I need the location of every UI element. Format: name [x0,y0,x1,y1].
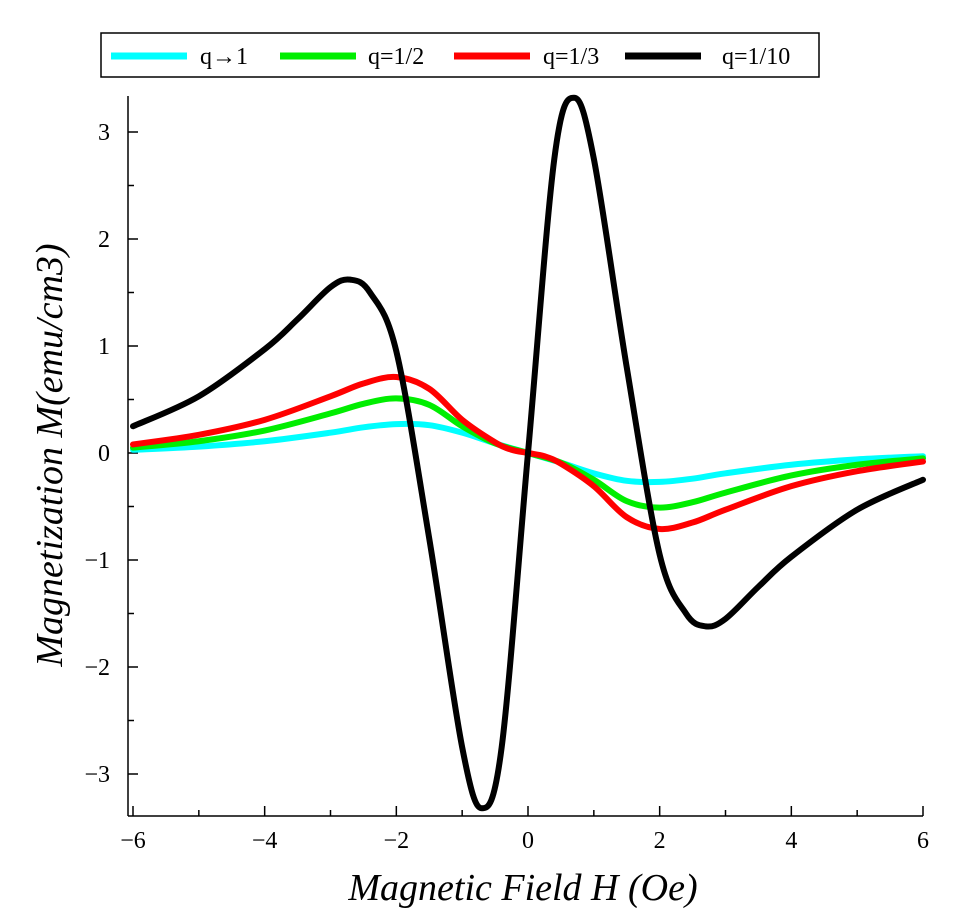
legend: q→1 q=1/2 q=1/3 q=1/10 [100,32,820,78]
x-tick-label: −2 [384,828,410,854]
y-tick-label: 2 [98,227,110,253]
x-tick-label: 0 [522,828,534,854]
x-tick-label: −6 [120,828,146,854]
y-tick-label: 1 [98,334,110,360]
axes: −6 −4 −2 0 2 4 6 −3 −2 −1 0 1 2 3 [84,96,929,854]
y-tick-label: −3 [84,762,110,788]
y-tick-label: 3 [98,120,110,146]
x-tick-label: −4 [252,828,278,854]
x-tick-label: 2 [654,828,666,854]
x-axis-title: Magnetic Field H (Oe) [347,867,697,909]
x-tick-label: 4 [785,828,797,854]
legend-label: q=1/10 [722,44,790,70]
x-tick-label: 6 [917,828,929,854]
y-tick-label: −1 [84,548,110,574]
y-axis-title: Magnetization M(emu/cm3) [29,243,71,667]
series-line-q-1-10 [130,94,926,812]
legend-label: q=1/2 [368,44,424,70]
legend-label: q=1/3 [543,44,599,70]
legend-label: q→1 [200,44,248,70]
y-tick-label: 0 [98,441,110,467]
plot-area [130,94,926,812]
y-tick-label: −2 [84,655,110,681]
